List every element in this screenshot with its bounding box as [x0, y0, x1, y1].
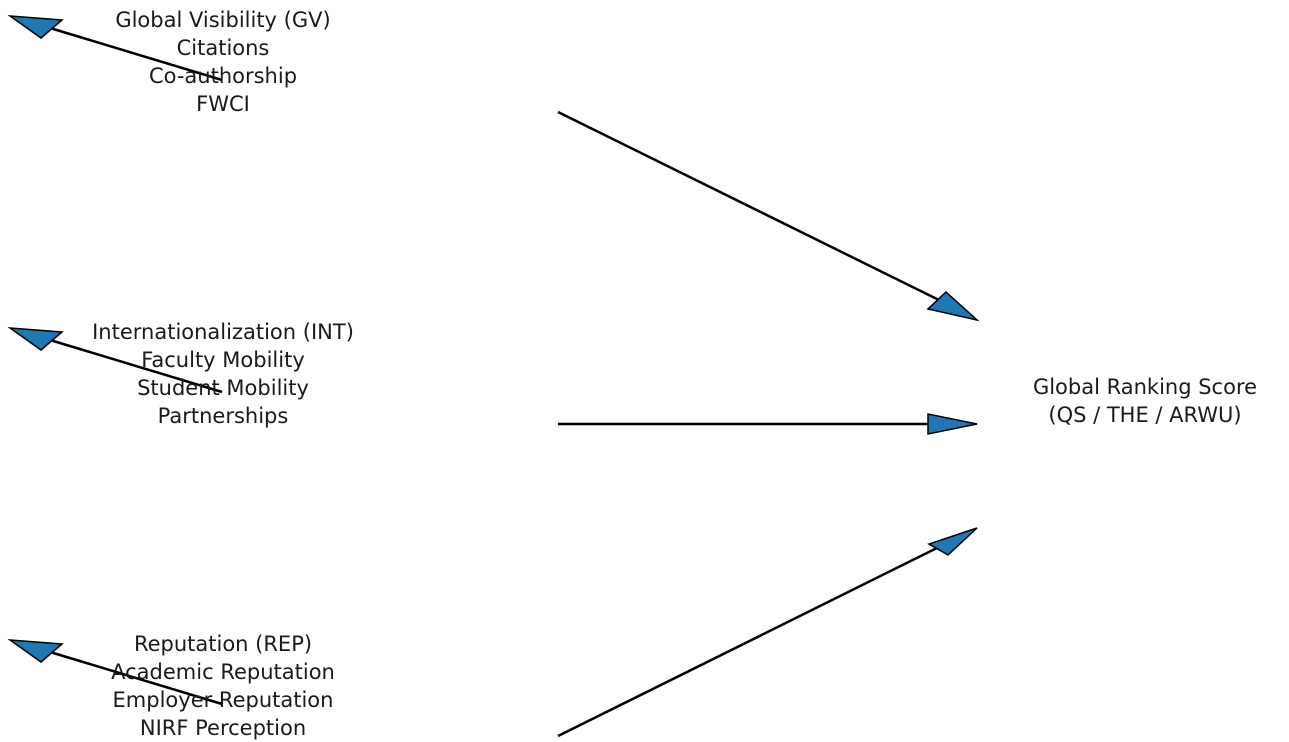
- int-stray-arrowhead-icon: [7, 327, 64, 351]
- gv-stray-arrowhead-icon: [7, 15, 64, 39]
- node-item: FWCI: [196, 92, 250, 116]
- node-item: NIRF Perception: [139, 716, 307, 740]
- gv-to-target-arrow-shaft: [557, 110, 946, 305]
- gv-to-target-arrowhead-icon: [926, 290, 980, 322]
- node-global-ranking-score: Global Ranking Score (QS / THE / ARWU): [945, 373, 1289, 429]
- node-item: Employer Reputation: [112, 688, 334, 712]
- node-internationalization: Internationalization (INT) Faculty Mobil…: [13, 318, 433, 430]
- node-title: Global Visibility (GV): [115, 8, 331, 32]
- node-item: Citations: [176, 36, 270, 60]
- node-item: Faculty Mobility: [141, 348, 305, 372]
- target-subtitle: (QS / THE / ARWU): [1048, 403, 1242, 427]
- int-to-target-arrowhead-icon: [927, 413, 978, 435]
- node-reputation: Reputation (REP) Academic Reputation Emp…: [13, 630, 433, 742]
- node-title: Reputation (REP): [133, 632, 313, 656]
- node-item: Academic Reputation: [111, 660, 335, 684]
- rep-to-target-arrow-shaft: [557, 542, 946, 738]
- int-stray-arrow-shaft: [49, 338, 223, 394]
- rep-stray-arrow-shaft: [49, 650, 223, 706]
- rep-to-target-arrowhead-icon: [927, 527, 978, 556]
- target-title: Global Ranking Score: [1032, 375, 1258, 399]
- node-item: Student Mobility: [137, 376, 309, 400]
- rep-stray-arrowhead-icon: [7, 639, 64, 663]
- node-global-visibility: Global Visibility (GV) Citations Co-auth…: [13, 6, 433, 118]
- gv-stray-arrow-shaft: [49, 26, 223, 82]
- node-item: Partnerships: [157, 404, 289, 428]
- node-item: Co-authorship: [148, 64, 298, 88]
- node-title: Internationalization (INT): [92, 320, 354, 344]
